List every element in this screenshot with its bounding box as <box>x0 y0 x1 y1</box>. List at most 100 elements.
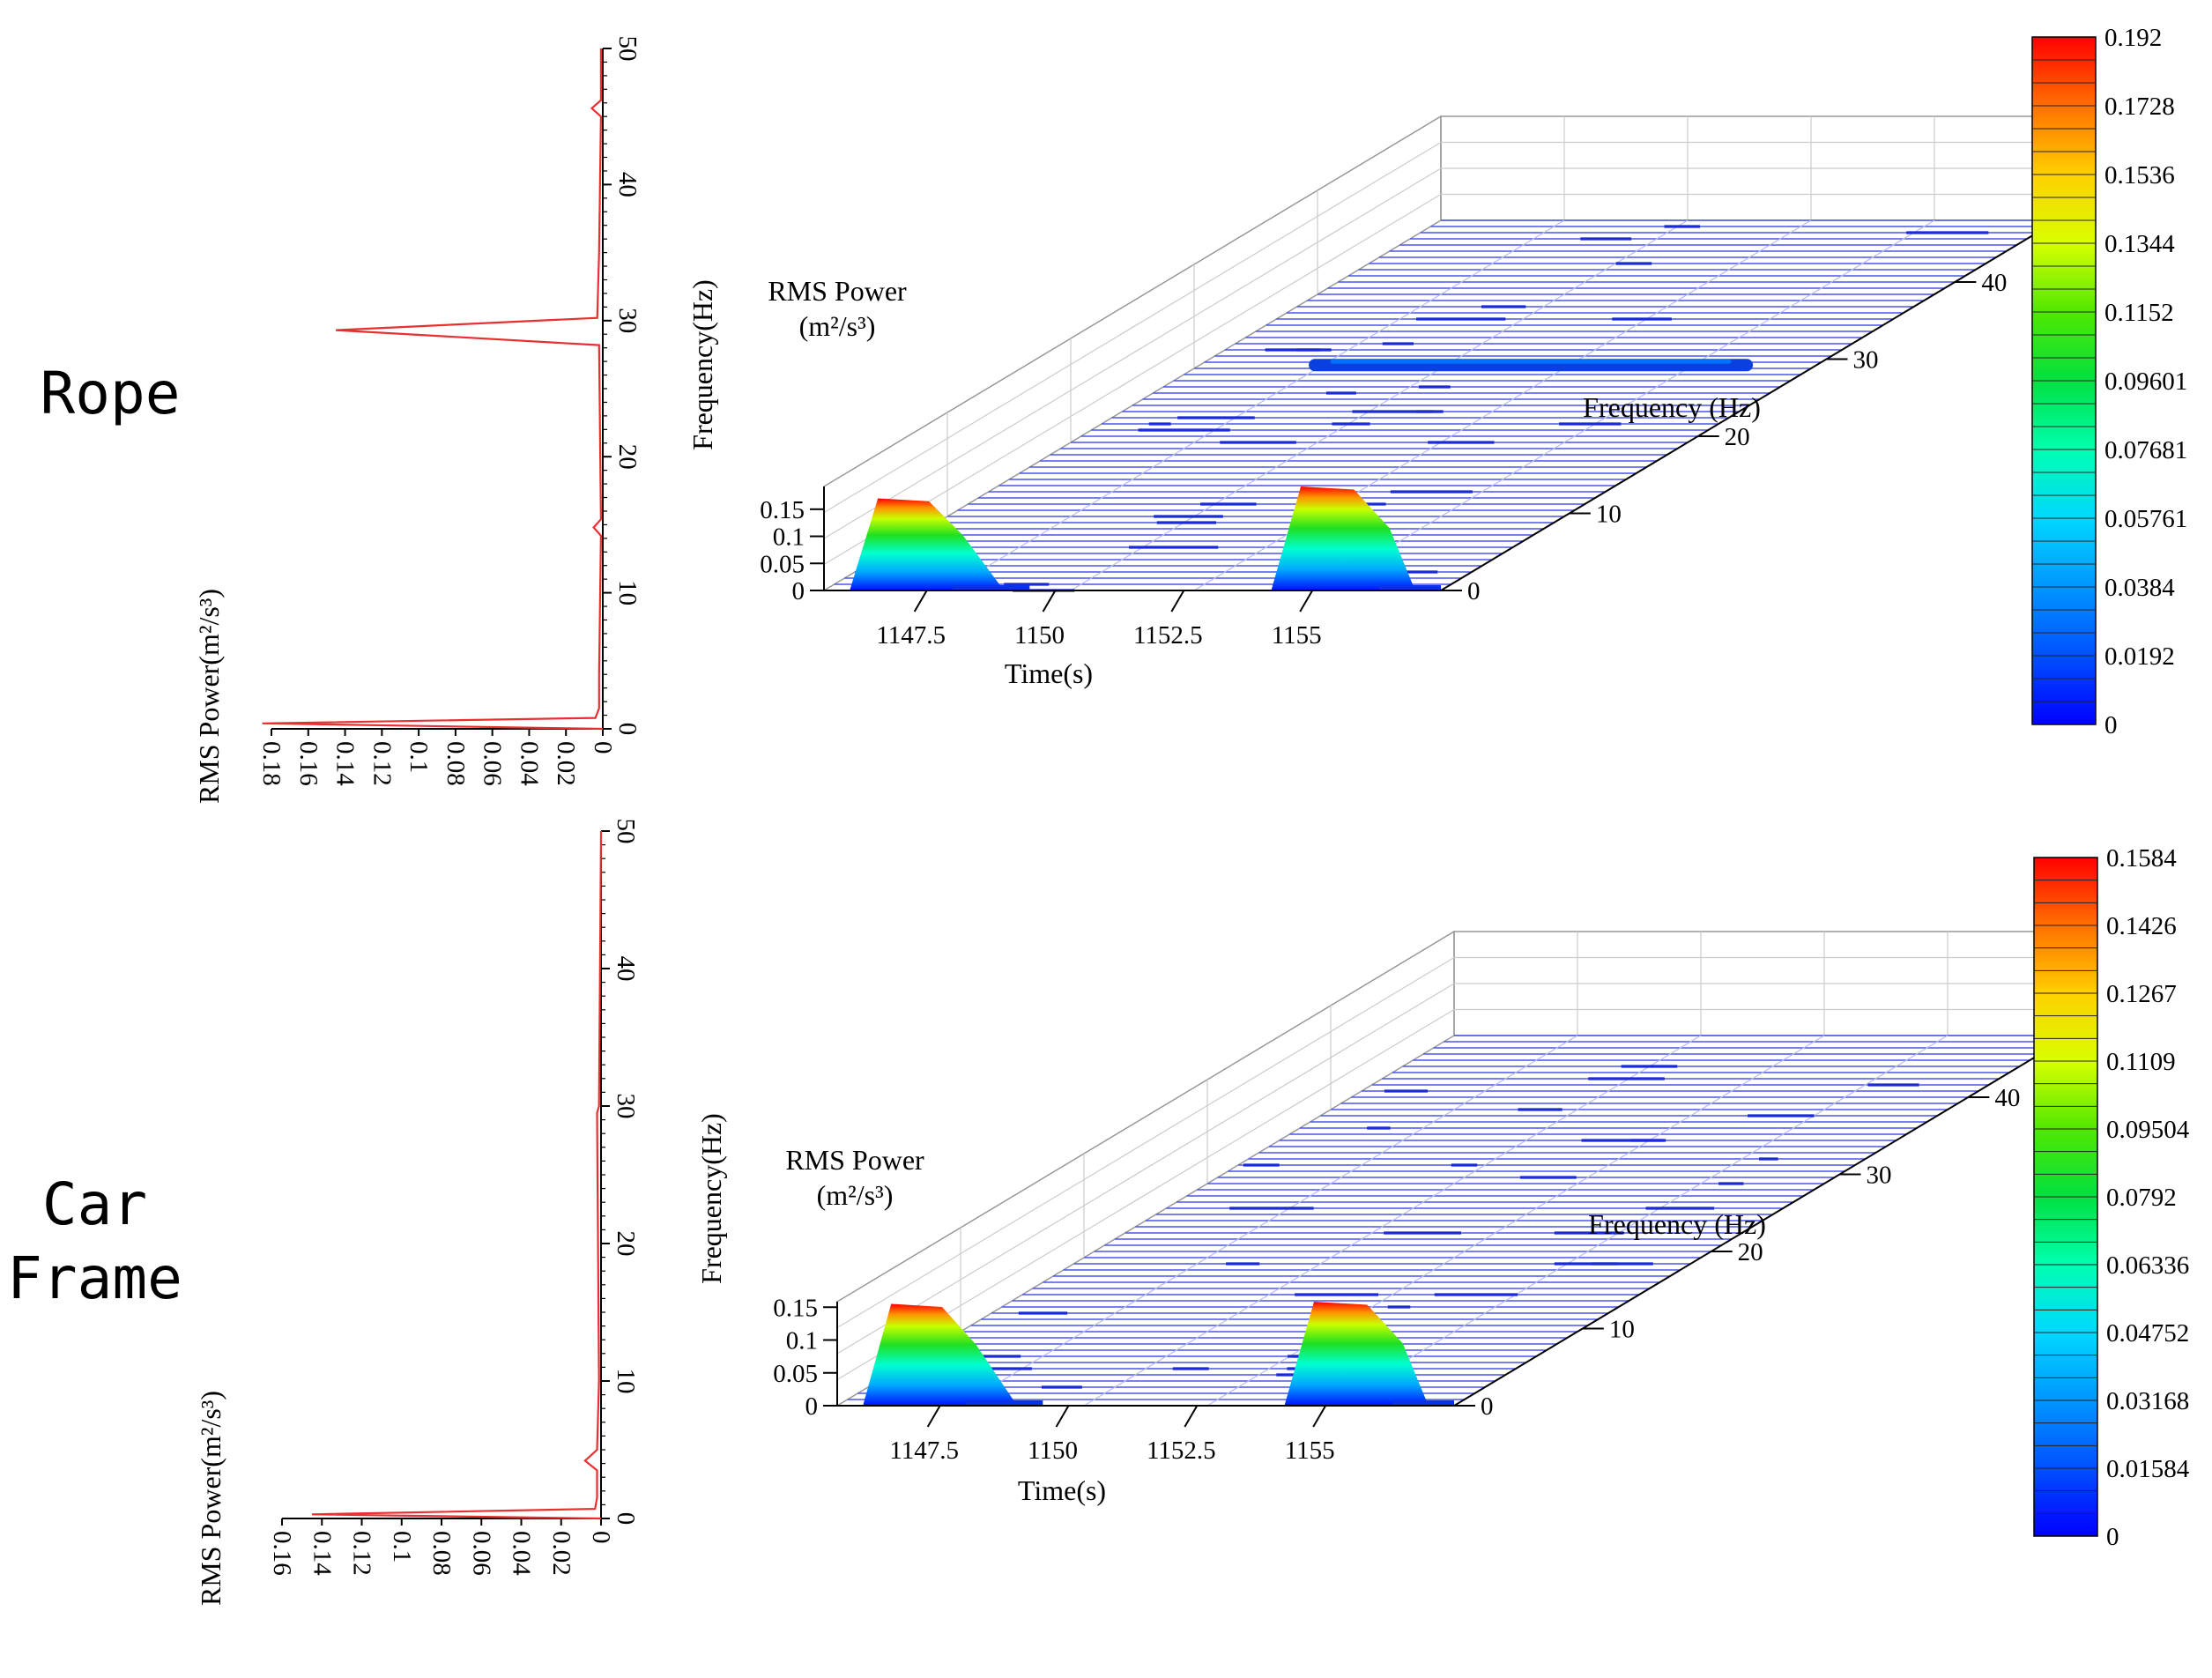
rope-colorbar-tick-label: 0.1536 <box>2104 161 2175 189</box>
car-colorbar-tick-label: 0.06336 <box>2106 1251 2189 1280</box>
car-surface-plot: 0 0.05 0.1 0.15 1147.5 1150 1152.5 1155 0 10 20 30 4… <box>695 930 2072 1506</box>
car-time-tick-label: 1150 <box>1028 1437 1078 1465</box>
car-wall-gridline <box>836 956 1455 1329</box>
car-spectrum-plot: 0 10 20 30 40 50 0.16 0.14 0.12 0.1 0.08 0.06 0.04 0.… <box>195 819 640 1607</box>
car-time-tick-label: 1152.5 <box>1147 1437 1216 1465</box>
car-time-tick <box>1184 1405 1199 1428</box>
rope-freq-tick-label: 50 <box>613 36 642 62</box>
car-freq-tick-label: 40 <box>1994 1084 2020 1112</box>
rope-freq-tick-label: 30 <box>613 308 642 333</box>
car-time-tick <box>1055 1405 1070 1428</box>
car-peak <box>1284 1302 1429 1406</box>
car-floor-gridline <box>960 1035 1578 1407</box>
car-colorbar-tick-label: 0.0792 <box>2106 1184 2177 1212</box>
car-freq-tick-label: 20 <box>612 1231 640 1257</box>
car-rms-axis-label: RMS Power(m²/s³) <box>195 1391 226 1606</box>
rope-rms-tick-label: 0.14 <box>331 741 360 786</box>
car-rms-tick-label: 0.04 <box>508 1531 536 1576</box>
rope-rms-tick-label: 0.1 <box>405 741 433 773</box>
rope-freq-tick-label: 20 <box>613 444 642 470</box>
rope-colorbar: 0.192 0.1728 0.1536 0.1344 0.1152 0.09601 0.07… <box>2031 24 2187 739</box>
rope-z-tick-label: 0 <box>792 577 805 605</box>
car-rms-tick-label: 0.16 <box>268 1531 296 1576</box>
car-rms-tick-label: 0.1 <box>388 1531 416 1563</box>
rope-freq-wall-label: Frequency(Hz) <box>687 279 718 450</box>
car-freq-wall-label: Frequency(Hz) <box>695 1113 727 1284</box>
car-freq-tick-label: 30 <box>612 1094 640 1119</box>
rope-colorbar-tick-label: 0.1152 <box>2104 299 2174 327</box>
rope-colorbar-tick-label: 0.1728 <box>2104 93 2175 121</box>
car-rms-tick-label: 0 <box>587 1531 615 1544</box>
rope-colorbar-tick-label: 0.1344 <box>2104 230 2175 258</box>
rope-freq-axis-label: Frequency (Hz) <box>1583 391 1761 423</box>
rope-z-axis-label: RMS Power <box>768 275 907 307</box>
rope-time-tick-label: 1152.5 <box>1133 621 1203 650</box>
rope-rms-tick-label: 0.06 <box>479 741 507 786</box>
car-freq-tick-label: 50 <box>612 819 640 844</box>
rope-colorbar-tick-label: 0.192 <box>2104 24 2162 52</box>
car-peak <box>863 1303 1018 1406</box>
rope-peak <box>850 498 1005 590</box>
rope-rms-tick-label: 0 <box>589 741 617 754</box>
rope-freq-tick-label: 10 <box>1596 501 1622 529</box>
car-colorbar-tick-label: 0.01584 <box>2106 1455 2190 1483</box>
rope-spectrum-line <box>262 48 604 731</box>
car-spectrum-line <box>311 830 603 1520</box>
car-colorbar-tick-label: 0.1584 <box>2106 844 2177 872</box>
car-time-axis-label: Time(s) <box>1018 1474 1106 1506</box>
car-freq-tick-label: 30 <box>1867 1162 1892 1190</box>
rope-peak <box>1271 486 1415 590</box>
rope-spectrum-plot: 0 10 20 30 40 50 0.18 0.16 0.14 0.12 0.1 0.08 0.06 0.… <box>193 36 642 805</box>
rope-freq-tick-label: 20 <box>1725 423 1750 451</box>
car-colorbar-tick-label: 0 <box>2106 1523 2119 1551</box>
car-rms-tick-label: 0.08 <box>427 1531 456 1576</box>
car-rms-tick-label: 0.02 <box>547 1531 575 1576</box>
car-wall-gridline <box>836 983 1455 1355</box>
rope-rms-tick-label: 0.02 <box>552 741 580 786</box>
car-floor-gridline <box>1083 1035 1702 1407</box>
car-z-axis-label: RMS Power <box>785 1144 924 1176</box>
car-time-tick <box>1312 1405 1327 1428</box>
rope-colorbar-tick-label: 0.09601 <box>2104 368 2187 396</box>
car-colorbar-tick-label: 0.09504 <box>2106 1116 2190 1144</box>
rope-rms-axis-label: RMS Power(m²/s³) <box>193 589 225 804</box>
row-label-car-frame: Car Frame <box>0 1168 189 1316</box>
car-colorbar-tick-label: 0.1267 <box>2106 980 2177 1008</box>
rope-time-tick-label: 1155 <box>1272 621 1322 650</box>
car-time-tick-label: 1147.5 <box>889 1437 959 1465</box>
rope-colorbar-tick-label: 0.07681 <box>2104 436 2187 464</box>
rope-freq-tick-label: 0 <box>1467 577 1481 605</box>
rope-floor-gridline <box>946 219 1565 591</box>
car-freq-tick-label: 20 <box>1738 1238 1763 1266</box>
rope-floor-gridline <box>1070 219 1689 591</box>
car-time-tick <box>926 1405 941 1428</box>
rope-freq-tick-label: 40 <box>613 172 642 197</box>
car-colorbar: 0.1584 0.1426 0.1267 0.1109 0.09504 0.0792 0.0… <box>2033 844 2190 1551</box>
rope-z-tick-label: 0.15 <box>760 496 805 524</box>
car-colorbar-tick-label: 0.03168 <box>2106 1387 2189 1415</box>
rope-colorbar-tick-label: 0.0384 <box>2104 574 2175 602</box>
car-colorbar-tick-label: 0.1426 <box>2106 912 2177 940</box>
rope-rms-tick-label: 0.08 <box>442 741 470 786</box>
car-freq-axis-label: Frequency (Hz) <box>1588 1208 1766 1240</box>
car-z-axis-unit: (m²/s³) <box>817 1179 894 1211</box>
rope-rms-tick-label: 0.04 <box>515 741 543 786</box>
rope-time-axis-label: Time(s) <box>1005 657 1093 689</box>
rope-time-tick <box>1170 590 1185 613</box>
rope-wall-gridline <box>823 167 1442 539</box>
rope-freq-tick-label: 40 <box>1981 269 2007 297</box>
car-freq-tick-label: 10 <box>1609 1316 1635 1344</box>
rope-freq-tick-label: 0 <box>613 723 642 736</box>
car-z-tick-label: 0.1 <box>786 1327 818 1355</box>
row-label-car-frame-line1: Car <box>41 1170 148 1238</box>
car-z-tick-label: 0.05 <box>773 1360 818 1388</box>
rope-floor-gridline <box>1317 219 1935 591</box>
car-z-tick-label: 0.15 <box>773 1294 818 1322</box>
rope-wall-gridline <box>823 141 1442 514</box>
car-z-tick-label: 0 <box>805 1392 819 1421</box>
car-freq-tick-label: 0 <box>612 1512 640 1526</box>
car-colorbar-tick-label: 0.04752 <box>2106 1319 2189 1348</box>
row-label-rope: Rope <box>40 360 181 427</box>
